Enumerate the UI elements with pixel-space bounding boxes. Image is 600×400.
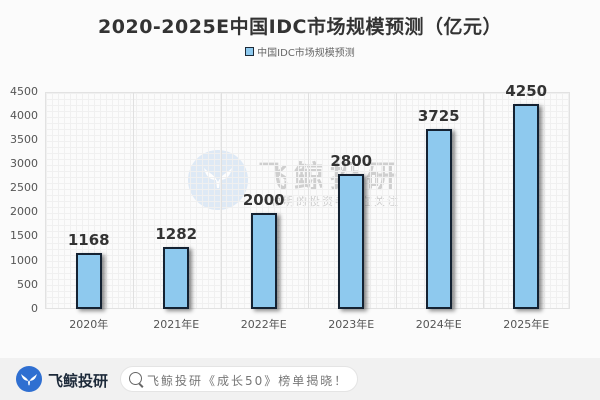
- bar[interactable]: [163, 247, 190, 309]
- plot-area: [45, 92, 570, 309]
- y-tick: 3500: [10, 133, 38, 146]
- y-tick: 4500: [10, 85, 38, 98]
- legend-swatch: [245, 47, 255, 56]
- footer-bar: 飞鲸投研 飞鲸投研《成长50》榜单揭晓！: [0, 358, 600, 400]
- search-box[interactable]: 飞鲸投研《成长50》榜单揭晓！: [120, 366, 358, 392]
- bar[interactable]: [513, 104, 540, 309]
- data-label: 3725: [417, 107, 460, 126]
- data-label: 2000: [242, 190, 285, 209]
- x-tick: 2020年: [69, 318, 109, 331]
- grid-line: [483, 93, 484, 308]
- y-tick: 4000: [10, 109, 38, 122]
- y-tick: 2000: [10, 205, 38, 218]
- whale-tail-icon: [21, 373, 37, 386]
- y-tick: 500: [17, 278, 38, 291]
- data-label: 1282: [155, 225, 198, 244]
- x-tick: 2023年E: [328, 318, 375, 331]
- bar[interactable]: [250, 212, 277, 309]
- bar[interactable]: [75, 252, 102, 309]
- y-tick: 0: [31, 302, 38, 315]
- data-label: 1168: [67, 230, 110, 249]
- search-text: 飞鲸投研《成长50》榜单揭晓！: [147, 374, 349, 388]
- search-icon: [129, 372, 142, 385]
- brand-logo[interactable]: [16, 366, 42, 392]
- y-tick: 1500: [10, 229, 38, 242]
- brand-name[interactable]: 飞鲸投研: [48, 372, 109, 390]
- x-tick: 2021年E: [153, 318, 200, 331]
- y-tick: 1000: [10, 254, 38, 267]
- bar[interactable]: [338, 173, 365, 309]
- y-tick: 2500: [10, 181, 38, 194]
- chart-title: 2020-2025E中国IDC市场规模预测（亿元）: [98, 16, 502, 38]
- x-tick: 2024年E: [415, 318, 462, 331]
- x-tick: 2022年E: [240, 318, 287, 331]
- x-tick: 2025年E: [503, 318, 550, 331]
- y-tick: 3000: [10, 157, 38, 170]
- grid-line: [133, 93, 134, 308]
- grid-line: [396, 93, 397, 308]
- data-label: 2800: [330, 151, 373, 170]
- legend-label: 中国IDC市场规模预测: [257, 48, 355, 59]
- chart-legend[interactable]: 中国IDC市场规模预测: [0, 44, 600, 59]
- grid-line: [221, 93, 222, 308]
- data-label: 4250: [505, 82, 548, 101]
- grid-line: [308, 93, 309, 308]
- bar[interactable]: [425, 129, 452, 309]
